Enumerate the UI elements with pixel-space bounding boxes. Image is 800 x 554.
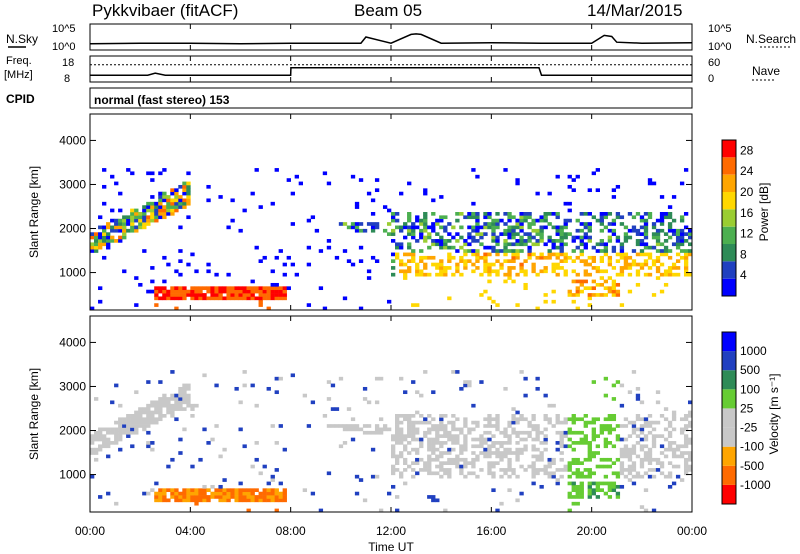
station-title: Pykkvibaer (fitACF) — [92, 1, 238, 20]
power-colorbar-swatch-0 — [722, 278, 736, 296]
velocity-ytick-0: 1000 — [59, 468, 86, 482]
x-tick-label-2: 08:00 — [276, 524, 306, 538]
power-ytick-3: 4000 — [59, 133, 86, 147]
power-ytick-1: 2000 — [59, 222, 86, 236]
velocity-colorbar-tick-0: -1000 — [740, 478, 771, 492]
freq-tick-top: 18 — [62, 57, 74, 69]
velocity-colorbar-label: Velocity [m s⁻¹] — [767, 373, 781, 454]
velocity-colorbar-tick-6: 500 — [740, 363, 760, 377]
x-axis-label: Time UT — [368, 540, 414, 554]
velocity-colorbar-swatch-1 — [722, 465, 736, 485]
velocity-ytick-3: 4000 — [59, 335, 86, 349]
velocity-ylabel: Slant Range [km] — [27, 368, 41, 460]
power-colorbar-swatch-5 — [722, 192, 736, 210]
nsearch-label: N.Search — [746, 32, 796, 46]
velocity-colorbar-swatch-5 — [722, 389, 736, 409]
x-tick-label-1: 04:00 — [175, 524, 205, 538]
velocity-colorbar-tick-5: 100 — [740, 382, 760, 396]
nsearch-tick-top: 10^5 — [708, 23, 732, 35]
velocity-colorbar-swatch-7 — [722, 351, 736, 371]
power-colorbar-tick-2: 12 — [740, 227, 754, 241]
power-colorbar-swatch-2 — [722, 244, 736, 262]
power-colorbar-tick-6: 28 — [740, 143, 754, 157]
velocity-ytick-2: 3000 — [59, 379, 86, 393]
freq-label-top: Freq. — [6, 55, 32, 67]
freq-series-line — [90, 66, 692, 76]
nsky-label: N.Sky — [6, 32, 38, 46]
nsearch-tick-bottom: 10^0 — [708, 41, 732, 53]
power-colorbar-tick-0: 4 — [740, 268, 747, 282]
velocity-colorbar-tick-7: 1000 — [740, 344, 767, 358]
x-tick-label-6: 00:00 — [677, 524, 707, 538]
cpid-mode-text: normal (fast stereo) 153 — [94, 93, 230, 107]
cpid-panel-frame — [89, 87, 693, 109]
power-ytick-0: 1000 — [59, 266, 86, 280]
freq-label-bottom: [MHz] — [4, 69, 33, 81]
velocity-colorbar-tick-3: -25 — [740, 421, 758, 435]
power-colorbar-label: Power [dB] — [757, 183, 771, 242]
nave-tick-bottom: 0 — [708, 73, 714, 85]
power-heatmap-cells — [90, 168, 693, 311]
x-tick-label-5: 20:00 — [577, 524, 607, 538]
power-colorbar-swatch-3 — [722, 226, 736, 244]
x-tick-label-0: 00:00 — [75, 524, 105, 538]
nave-tick-top: 60 — [708, 57, 720, 69]
power-colorbar-tick-1: 8 — [740, 247, 747, 261]
velocity-ytick-1: 2000 — [59, 424, 86, 438]
nsky-series-line — [89, 33, 693, 45]
freq-tick-bottom: 8 — [64, 73, 70, 85]
velocity-colorbar-swatch-6 — [722, 370, 736, 390]
cpid-label: CPID — [6, 92, 35, 106]
power-colorbar-tick-3: 16 — [740, 206, 754, 220]
power-colorbar-swatch-7 — [722, 157, 736, 175]
power-ylabel: Slant Range [km] — [27, 166, 41, 258]
power-colorbar-swatch-8 — [722, 140, 736, 158]
velocity-colorbar-tick-2: -100 — [740, 440, 764, 454]
velocity-colorbar-tick-4: 25 — [740, 401, 754, 415]
velocity-colorbar-swatch-4 — [722, 408, 736, 428]
power-colorbar-swatch-6 — [722, 174, 736, 192]
date-title: 14/Mar/2015 — [587, 1, 682, 20]
velocity-colorbar-swatch-3 — [722, 427, 736, 447]
power-ytick-2: 3000 — [59, 177, 86, 191]
x-tick-label-3: 12:00 — [376, 524, 406, 538]
velocity-colorbar-tick-1: -500 — [740, 459, 764, 473]
power-colorbar-swatch-1 — [722, 261, 736, 279]
nsky-tick-top: 10^5 — [52, 23, 76, 35]
beam-title: Beam 05 — [354, 1, 422, 20]
nave-label: Nave — [752, 64, 780, 78]
velocity-colorbar-swatch-0 — [722, 484, 736, 504]
power-colorbar-tick-5: 24 — [740, 164, 754, 178]
power-colorbar-swatch-4 — [722, 209, 736, 227]
velocity-colorbar-swatch-2 — [722, 446, 736, 466]
x-tick-label-4: 16:00 — [476, 524, 506, 538]
power-colorbar-tick-4: 20 — [740, 185, 754, 199]
velocity-heatmap-cells — [90, 370, 693, 513]
velocity-colorbar-swatch-8 — [722, 332, 736, 352]
nsky-tick-bottom: 10^0 — [52, 41, 76, 53]
